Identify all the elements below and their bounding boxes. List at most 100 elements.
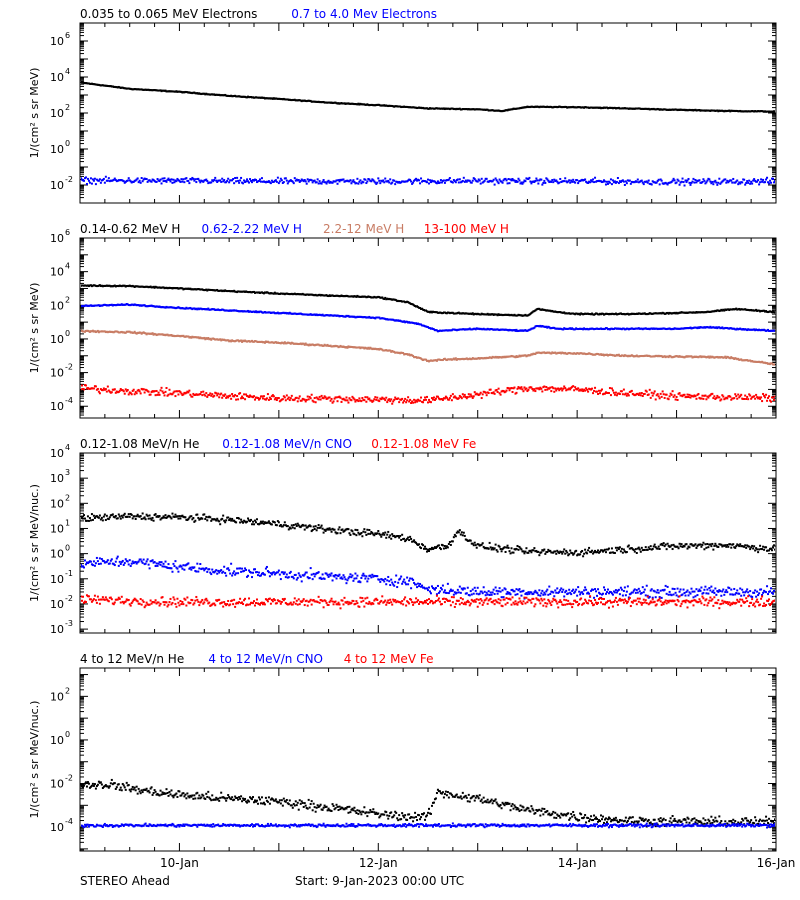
data-point [594,176,597,179]
data-point [322,397,325,400]
data-point [622,388,625,391]
data-point [297,179,300,182]
data-point [711,392,714,395]
data-point [438,181,441,184]
data-point [725,357,728,360]
data-point [620,390,623,393]
data-point [398,401,401,404]
data-point [410,180,413,183]
data-point [205,178,208,181]
data-point [309,397,312,400]
data-point [361,396,364,399]
data-point [329,399,332,402]
data-point [351,395,354,398]
data-point [223,394,226,397]
data-point [92,514,95,517]
data-point [318,395,321,398]
data-point [210,394,213,397]
data-point [114,391,117,394]
data-point [223,179,226,182]
data-point [374,181,377,184]
data-point [316,178,319,181]
data-point [281,398,284,401]
data-point [372,179,375,182]
data-point [485,394,488,397]
data-point [158,393,161,396]
data-point [774,395,775,398]
data-point [453,180,456,183]
data-point [672,177,675,180]
data-point [274,396,277,399]
data-point [594,386,597,389]
data-point [388,181,391,184]
y-tick-exponent: 4 [65,262,70,271]
data-point [469,393,472,396]
legend-entry: 2.2-12 MeV H [323,222,404,236]
data-point [181,287,184,290]
data-point [557,387,560,390]
data-point [624,180,627,183]
data-point [210,338,213,341]
data-point [682,181,685,184]
data-point [357,182,360,185]
data-point [157,391,160,394]
data-point [119,388,122,391]
data-point [321,180,324,183]
data-point [263,341,266,344]
data-point [436,180,439,183]
data-point [126,389,129,392]
data-point [441,398,444,401]
data-point [735,180,738,183]
legend-entry: 0.14-0.62 MeV H [80,222,180,236]
data-point [378,179,381,182]
data-point [188,389,191,392]
data-point [100,516,103,519]
data-point [165,386,168,389]
data-point [692,177,695,180]
data-point [382,179,385,182]
data-point [272,292,275,295]
data-point [289,342,292,345]
data-point [527,178,530,181]
data-point [729,395,732,398]
data-point [625,182,628,185]
data-point [187,391,190,394]
data-point [110,391,113,394]
data-point [739,182,742,185]
data-point [127,393,130,396]
data-point [385,396,388,399]
data-point [562,328,565,331]
data-point [92,179,95,182]
data-point [286,397,289,400]
data-point [370,399,373,402]
data-point [234,394,237,397]
data-point [240,397,243,400]
data-point [551,179,554,182]
data-point [275,180,278,183]
data-point [527,388,530,391]
data-point [770,181,773,184]
data-point [419,399,422,402]
data-point [630,389,633,392]
data-point [715,181,718,184]
data-point [138,179,141,182]
data-point [480,397,483,400]
data-point [530,386,533,389]
data-point [624,392,627,395]
data-point [502,179,505,182]
data-point [621,393,624,396]
data-point [413,398,416,401]
data-point [360,182,363,185]
data-point [621,179,624,182]
data-point [754,397,757,400]
data-point [471,179,474,182]
data-point [505,179,508,182]
data-point [387,399,390,402]
data-point [691,180,694,183]
data-point [752,179,755,182]
data-point [478,393,481,396]
data-point [737,357,740,360]
data-point [702,178,705,181]
y-tick-exponent: -2 [65,175,73,184]
data-point [338,180,341,183]
